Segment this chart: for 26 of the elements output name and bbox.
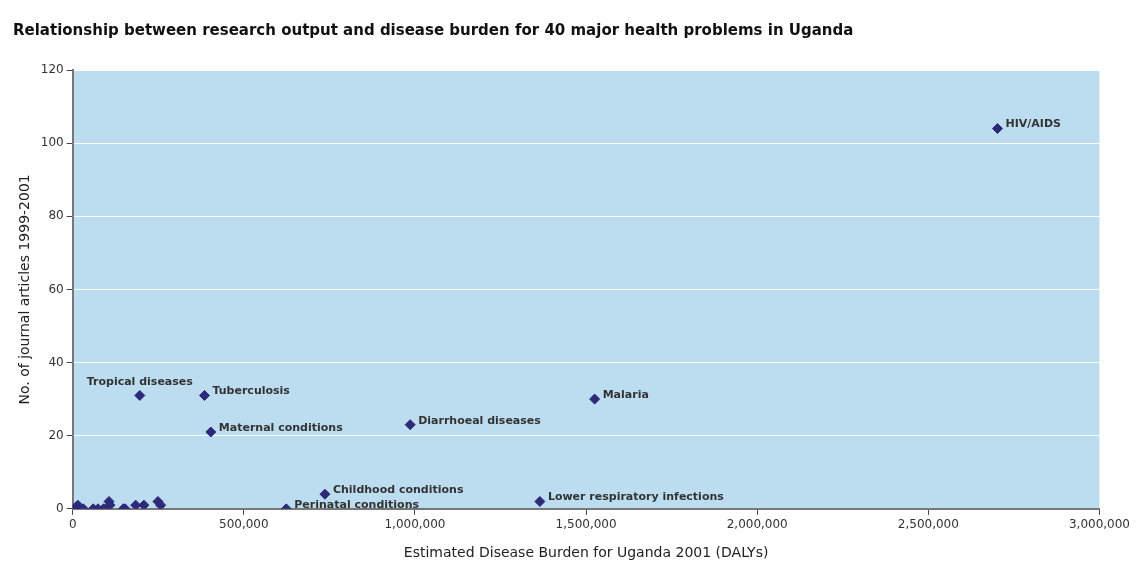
y-tick-label: 0 [56, 500, 64, 515]
x-tick-label: 2,000,000 [726, 517, 788, 532]
annotation: Diarrhoeal diseases [418, 413, 542, 427]
x-tick-label: 500,000 [219, 517, 269, 532]
annotation: Childhood conditions [332, 483, 464, 497]
x-tick-label: 3,000,000 [1068, 517, 1130, 532]
x-tick-label: 2,500,000 [897, 517, 959, 532]
annotation: Lower respiratory infections [547, 490, 725, 504]
annotation: HIV/AIDS [1005, 117, 1062, 131]
y-tick-label: 80 [48, 208, 64, 223]
annotation: Tuberculosis [212, 384, 291, 398]
chart-title: Relationship between research output and disease burden for 40 major health problems in Uganda [13, 20, 854, 39]
y-axis-title: No. of journal articles 1999-2001 [16, 174, 33, 405]
x-tick-label: 1,000,000 [384, 517, 446, 532]
x-tick-label: 0 [68, 517, 77, 532]
x-axis-title: Estimated Disease Burden for Uganda 2001 (DALYs) [403, 544, 769, 561]
y-tick-label: 100 [40, 135, 64, 150]
annotation: Maternal conditions [218, 420, 344, 434]
annotation: Tropical diseases [86, 375, 194, 389]
y-tick-label: 120 [40, 62, 64, 77]
y-tick-label: 60 [48, 281, 64, 296]
annotation: Malaria [602, 387, 649, 401]
x-tick-label: 1,500,000 [555, 517, 617, 532]
y-tick-label: 40 [48, 354, 64, 369]
y-tick-label: 20 [48, 427, 64, 442]
annotation: Perinatal conditions [294, 497, 420, 511]
